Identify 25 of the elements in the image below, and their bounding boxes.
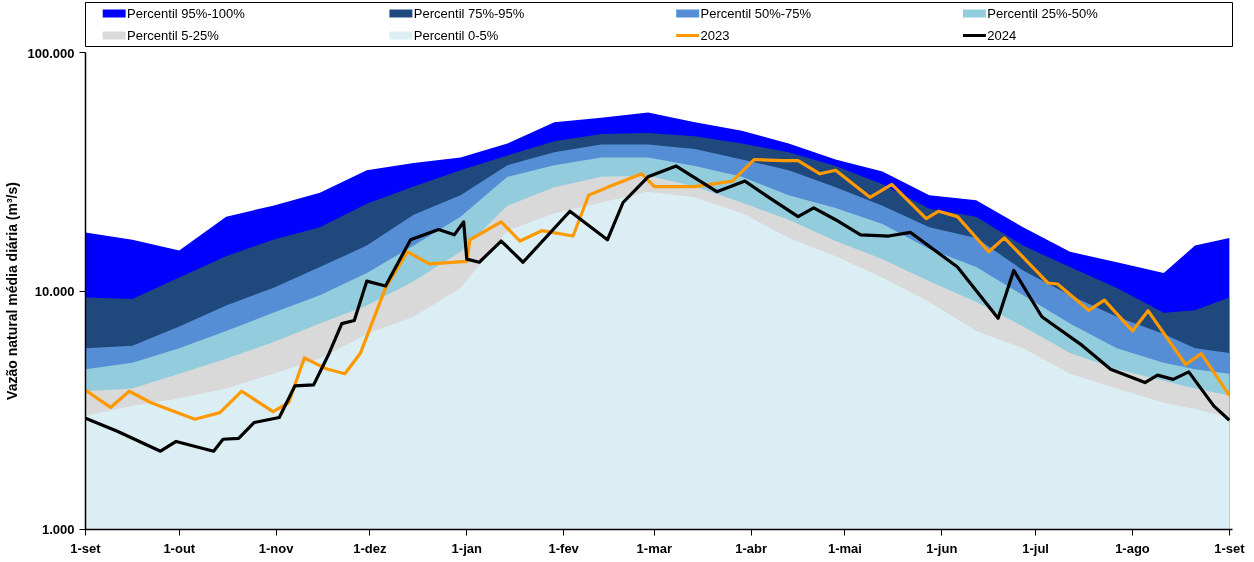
y-tick-label: 1.000 [41, 522, 75, 537]
x-tick-label: 1-abr [735, 540, 768, 556]
legend-label: Percentil 25%-50% [987, 6, 1099, 21]
y-tick-label: 100.000 [27, 45, 75, 61]
legend-label: Percentil 75%-95% [413, 6, 525, 21]
legend-label: Percentil 0-5% [413, 28, 499, 43]
x-tick-label: 1-mar [636, 540, 673, 556]
x-tick-label: 1-ago [1115, 540, 1150, 556]
x-tick-label: 1-fev [548, 540, 580, 556]
legend-label: 2023 [700, 28, 730, 43]
x-tick-label: 1-set [70, 540, 102, 556]
legend-label: Percentil 50%-75% [700, 6, 812, 21]
x-tick-label: 1-jun [926, 540, 958, 556]
x-tick-label: 1-dez [353, 540, 388, 556]
x-tick-label: 1-jul [1022, 540, 1049, 556]
x-tick-label: 1-set [1214, 540, 1246, 556]
y-axis-title: Vazão natural média diária (m³/s) [3, 182, 20, 400]
legend-label: 2024 [987, 28, 1017, 43]
legend-label: Percentil 5-25% [127, 28, 220, 43]
x-tick-label: 1-mai [827, 540, 862, 556]
legend-label: Percentil 95%-100% [127, 6, 246, 21]
x-tick-label: 1-out [163, 540, 196, 556]
x-tick-label: 1-jan [451, 540, 483, 556]
y-tick-label: 10.000 [34, 283, 75, 299]
x-tick-label: 1-nov [258, 540, 295, 556]
